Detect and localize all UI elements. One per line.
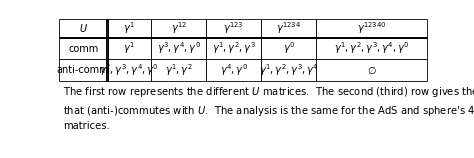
Bar — [317, 38, 427, 59]
Bar — [151, 19, 206, 38]
Bar — [107, 19, 151, 38]
Bar — [261, 19, 317, 38]
Bar — [317, 59, 427, 81]
Text: $\gamma^1, \gamma^2, \gamma^3$: $\gamma^1, \gamma^2, \gamma^3$ — [212, 41, 255, 56]
Text: $\gamma^2, \gamma^3, \gamma^4, \gamma^0$: $\gamma^2, \gamma^3, \gamma^4, \gamma^0$ — [99, 62, 159, 78]
Text: $\gamma^1$: $\gamma^1$ — [123, 20, 135, 36]
Bar — [59, 59, 107, 81]
Text: anti-comm: anti-comm — [57, 65, 109, 75]
Text: $\emptyset$: $\emptyset$ — [366, 64, 376, 76]
Text: $\gamma^{12}$: $\gamma^{12}$ — [171, 20, 187, 36]
Bar — [59, 19, 107, 38]
Text: $\gamma^{12340}$: $\gamma^{12340}$ — [357, 20, 386, 36]
Text: $\gamma^4, \gamma^0$: $\gamma^4, \gamma^0$ — [220, 62, 248, 78]
Bar — [317, 19, 427, 38]
Text: $U$: $U$ — [79, 22, 88, 34]
Bar — [107, 38, 151, 59]
Bar — [261, 38, 317, 59]
Bar — [59, 38, 107, 59]
Text: $\gamma^3, \gamma^4, \gamma^0$: $\gamma^3, \gamma^4, \gamma^0$ — [157, 41, 201, 56]
Text: comm: comm — [68, 44, 98, 54]
Text: $\gamma^1$: $\gamma^1$ — [123, 41, 135, 56]
Bar — [151, 59, 206, 81]
Text: $\gamma^1, \gamma^2, \gamma^3, \gamma^4, \gamma^0$: $\gamma^1, \gamma^2, \gamma^3, \gamma^4,… — [334, 41, 410, 56]
Bar — [206, 38, 261, 59]
Text: $\gamma^{123}$: $\gamma^{123}$ — [223, 20, 244, 36]
Bar — [206, 59, 261, 81]
Bar — [151, 38, 206, 59]
Text: The first row represents the different $U$ matrices.  The second (third) row giv: The first row represents the different $… — [63, 85, 474, 131]
Text: $\gamma^1, \gamma^2, \gamma^3, \gamma^4$: $\gamma^1, \gamma^2, \gamma^3, \gamma^4$ — [259, 62, 319, 78]
Text: $\gamma^1, \gamma^2$: $\gamma^1, \gamma^2$ — [165, 62, 192, 78]
Bar — [107, 59, 151, 81]
Bar — [206, 19, 261, 38]
Text: $\gamma^{1234}$: $\gamma^{1234}$ — [276, 20, 301, 36]
Bar — [261, 59, 317, 81]
Text: $\gamma^0$: $\gamma^0$ — [283, 41, 295, 56]
